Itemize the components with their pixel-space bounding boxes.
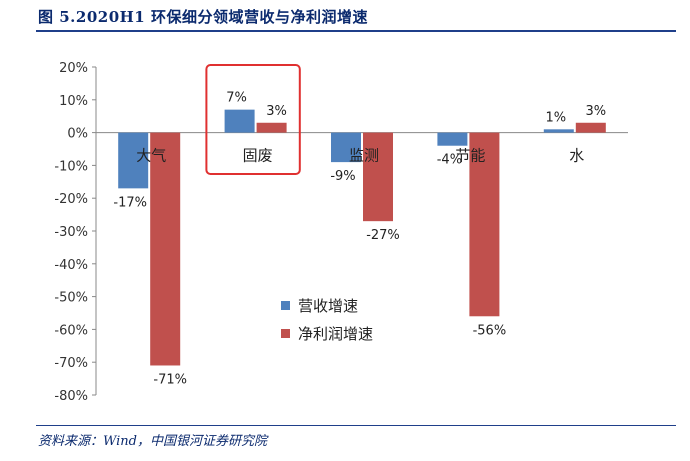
- category-label: 大气: [136, 147, 166, 165]
- legend-swatch: [281, 301, 290, 310]
- data-label: 7%: [226, 91, 247, 106]
- y-tick-label: 20%: [59, 61, 88, 76]
- category-label: 水: [569, 147, 584, 165]
- bar-profit: [575, 122, 606, 133]
- y-tick-label: -70%: [54, 356, 88, 371]
- legend-label: 营收增速: [298, 297, 358, 315]
- category-label: 固废: [243, 147, 273, 165]
- y-tick-label: -30%: [54, 225, 88, 240]
- data-label: -17%: [113, 195, 147, 210]
- data-label: -27%: [366, 228, 400, 243]
- bar-profit: [150, 132, 181, 366]
- y-tick-label: -40%: [54, 258, 88, 273]
- bar-revenue: [118, 132, 149, 189]
- y-tick-label: -20%: [54, 192, 88, 207]
- bar-profit: [256, 122, 287, 133]
- footer-divider: [36, 425, 676, 426]
- page-title: 图 5.2020H1 环保细分领域营收与净利润增速: [38, 8, 368, 26]
- category-label: 节能: [455, 147, 485, 165]
- bar-revenue: [331, 132, 361, 163]
- bar-profit: [469, 132, 500, 317]
- y-tick-label: -60%: [54, 323, 88, 338]
- y-tick-label: 0%: [67, 127, 88, 142]
- data-label: -56%: [473, 323, 507, 338]
- source-note: 资料来源：Wind，中国银河证券研究院: [38, 434, 267, 449]
- bar-revenue: [543, 129, 574, 133]
- data-label: -4%: [437, 153, 462, 168]
- bar-revenue: [224, 109, 255, 133]
- bar-profit: [363, 132, 393, 222]
- data-label: 1%: [545, 110, 566, 125]
- y-tick-label: -50%: [54, 291, 88, 306]
- data-label: 3%: [266, 104, 287, 119]
- data-label: -9%: [330, 169, 355, 184]
- bar-revenue: [437, 132, 468, 146]
- data-label: 3%: [585, 104, 606, 119]
- y-tick-label: -10%: [54, 159, 88, 174]
- y-tick-label: -80%: [54, 389, 88, 404]
- category-label: 监测: [349, 147, 379, 165]
- y-tick-label: 10%: [59, 94, 88, 109]
- highlight-box: [205, 64, 301, 175]
- legend-label: 净利润增速: [298, 325, 373, 343]
- title-divider: [36, 30, 676, 32]
- legend-swatch: [281, 329, 290, 338]
- data-label: -71%: [153, 372, 187, 387]
